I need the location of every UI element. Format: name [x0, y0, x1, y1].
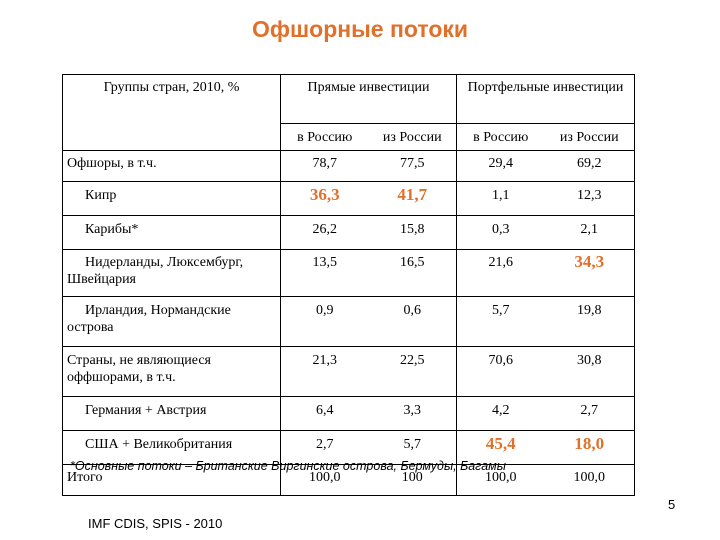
- group-header-direct: Прямые инвестиции: [280, 74, 457, 124]
- subheader-direct-out: из России: [368, 123, 457, 151]
- cell-value: 26,2: [280, 215, 369, 250]
- table-row: США + Великобритания 2,7 5,7 45,4 18,0: [62, 430, 636, 465]
- cell-value: 13,5: [280, 249, 369, 297]
- cell-value-highlight: 41,7: [368, 181, 457, 216]
- cell-value: 100: [368, 464, 457, 496]
- cell-value: 2,1: [544, 215, 636, 250]
- row-label: Итого: [62, 464, 281, 496]
- row-label: Страны, не являющиеся оффшорами, в т.ч.: [62, 346, 281, 397]
- cell-value: 6,4: [280, 396, 369, 431]
- cell-value: 0,9: [280, 296, 369, 347]
- cell-value: 77,5: [368, 150, 457, 182]
- table-row: Карибы* 26,2 15,8 0,3 2,1: [62, 215, 636, 250]
- cell-value: 29,4: [456, 150, 545, 182]
- cell-value: 21,3: [280, 346, 369, 397]
- cell-value-highlight: 34,3: [544, 249, 636, 297]
- cell-value: 78,7: [280, 150, 369, 182]
- cell-value: 69,2: [544, 150, 636, 182]
- subheader-portfolio-out: из России: [544, 123, 636, 151]
- table-row: Итого 100,0 100 100,0 100,0: [62, 464, 636, 496]
- cell-value: 3,3: [368, 396, 457, 431]
- cell-value-highlight: 45,4: [456, 430, 545, 465]
- cell-value-highlight: 18,0: [544, 430, 636, 465]
- row-label: Офшоры, в т.ч.: [62, 150, 281, 182]
- cell-value: 12,3: [544, 181, 636, 216]
- cell-value: 70,6: [456, 346, 545, 397]
- table-row: Германия + Австрия 6,4 3,3 4,2 2,7: [62, 396, 636, 431]
- cell-value: 21,6: [456, 249, 545, 297]
- row-label: Ирландия, Нормандские острова: [62, 296, 281, 347]
- cell-value: 15,8: [368, 215, 457, 250]
- table-row: Ирландия, Нормандские острова 0,9 0,6 5,…: [62, 296, 636, 347]
- cell-value: 100,0: [280, 464, 369, 496]
- source-note: IMF CDIS, SPIS - 2010: [88, 516, 223, 531]
- row-label: Нидерланды, Люксембург, Швейцария: [62, 249, 281, 297]
- cell-value: 19,8: [544, 296, 636, 347]
- table-row: Страны, не являющиеся оффшорами, в т.ч. …: [62, 346, 636, 397]
- cell-value: 5,7: [368, 430, 457, 465]
- subheader-direct-in: в Россию: [280, 123, 369, 151]
- cell-value: 4,2: [456, 396, 545, 431]
- cell-value: 2,7: [544, 396, 636, 431]
- cell-value: 16,5: [368, 249, 457, 297]
- cell-value-highlight: 36,3: [280, 181, 369, 216]
- row-label: Германия + Австрия: [62, 396, 281, 431]
- page-number: 5: [668, 497, 676, 512]
- cell-value: 0,3: [456, 215, 545, 250]
- row-label: Карибы*: [62, 215, 281, 250]
- cell-value: 100,0: [456, 464, 545, 496]
- cell-value: 100,0: [544, 464, 636, 496]
- cell-value: 1,1: [456, 181, 545, 216]
- slide-title: Офшорные потоки: [251, 16, 469, 42]
- table-row: Нидерланды, Люксембург, Швейцария 13,5 1…: [62, 249, 636, 297]
- subheader-portfolio-in: в Россию: [456, 123, 545, 151]
- cell-value: 2,7: [280, 430, 369, 465]
- cell-value: 5,7: [456, 296, 545, 347]
- group-header-portfolio: Портфельные инвестиции: [456, 74, 636, 124]
- corner-header: Группы стран, 2010, %: [62, 74, 281, 151]
- footnote: *Основные потоки – Британские Виргинские…: [70, 459, 506, 473]
- row-label: США + Великобритания: [62, 430, 281, 465]
- row-label: Кипр: [62, 181, 281, 216]
- offshore-flows-table: Группы стран, 2010, % Прямые инвестиции …: [62, 74, 636, 496]
- cell-value: 30,8: [544, 346, 636, 397]
- cell-value: 22,5: [368, 346, 457, 397]
- table-row: Кипр 36,3 41,7 1,1 12,3: [62, 181, 636, 216]
- table-row: Офшоры, в т.ч. 78,7 77,5 29,4 69,2: [62, 150, 636, 182]
- cell-value: 0,6: [368, 296, 457, 347]
